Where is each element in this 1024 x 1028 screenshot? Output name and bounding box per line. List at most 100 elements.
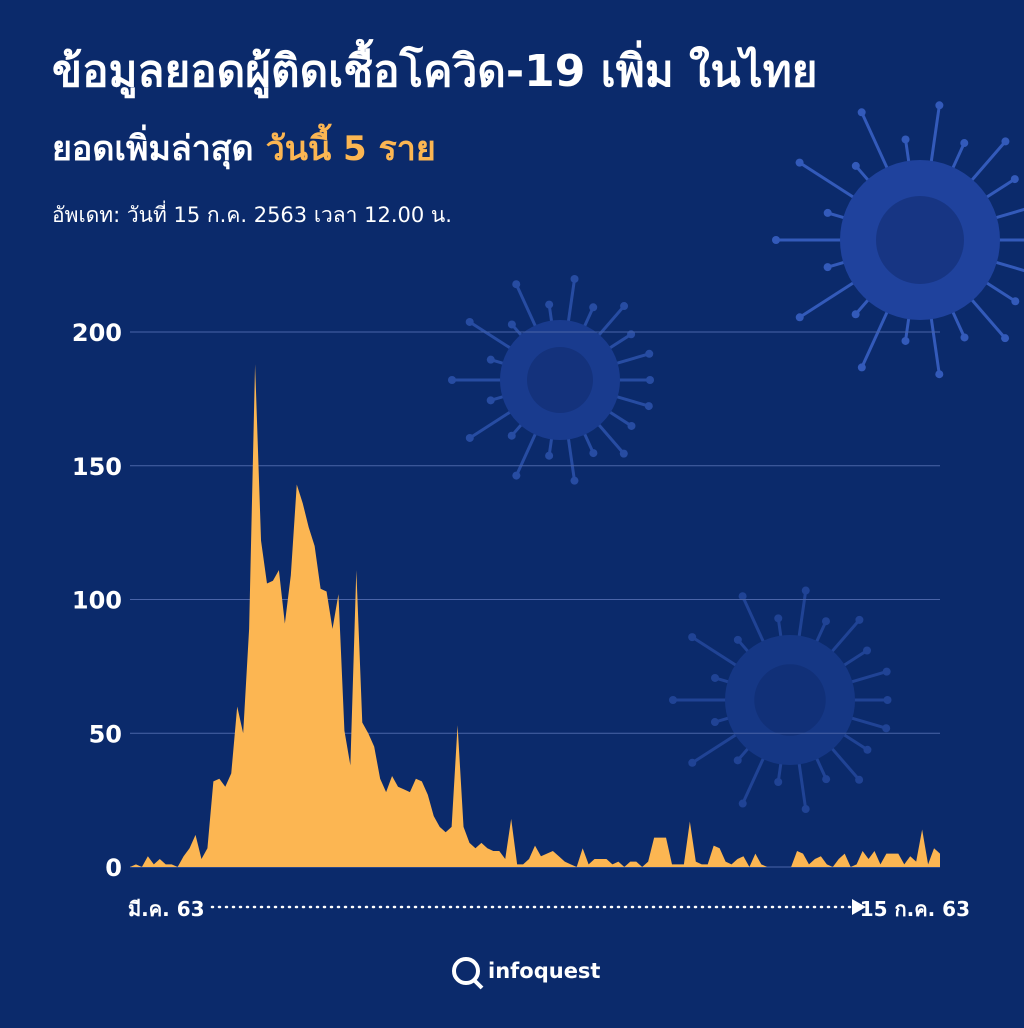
- virus-spike-tip: [570, 274, 579, 283]
- virus-spike-tip: [801, 586, 810, 595]
- virus-spike-tip: [589, 303, 598, 312]
- logo-icon-handle: [472, 978, 484, 990]
- virus-spike-tip: [772, 236, 781, 244]
- virus-spike: [795, 590, 808, 649]
- virus-spike: [810, 746, 828, 780]
- virus-spike-tip: [645, 349, 654, 358]
- virus-spike-tip: [935, 370, 944, 379]
- virus: [669, 586, 892, 814]
- virus-spike-tip: [935, 101, 944, 110]
- virus-spike: [832, 649, 868, 674]
- virus-spike-tip: [710, 718, 719, 727]
- virus-spike-tip: [855, 615, 864, 624]
- virus-spike-tip: [733, 635, 742, 644]
- virus-spike-tip: [855, 775, 864, 784]
- virus-spike-tip: [821, 617, 830, 626]
- virus-spike-tip: [823, 263, 832, 272]
- virus-core: [754, 664, 826, 736]
- virus-spike-tip: [507, 320, 516, 329]
- virus-spike-tip: [512, 471, 521, 480]
- virus-spike: [714, 676, 741, 687]
- virus-spike: [741, 595, 770, 654]
- virus-spike: [741, 746, 770, 805]
- y-tick-label: 100: [72, 587, 122, 615]
- virus-spike-tip: [823, 208, 832, 217]
- virus-spike-tip: [507, 431, 516, 440]
- virus-spike-tip: [512, 280, 521, 289]
- virus-spike-tip: [901, 135, 910, 144]
- virus-spike-tip: [688, 758, 697, 767]
- virus-spike-tip: [465, 433, 474, 442]
- virus-spike-tip: [1001, 137, 1010, 146]
- y-tick-label: 200: [72, 319, 122, 347]
- virus-spike-tip: [688, 633, 697, 642]
- virus-spike-tip: [960, 333, 969, 342]
- virus-spike-tip: [882, 667, 891, 676]
- virus-spike-tip: [857, 108, 866, 117]
- virus-spike-tip: [851, 161, 860, 170]
- virus-spike-tip: [589, 449, 598, 458]
- virus-spike-tip: [711, 673, 720, 682]
- virus-spike-tip: [774, 778, 783, 787]
- virus-spike: [736, 738, 758, 762]
- virus-spike: [810, 620, 828, 654]
- virus-spike: [714, 713, 741, 724]
- virus-spike: [776, 751, 785, 783]
- virus-spike-tip: [851, 310, 860, 319]
- virus-spike: [736, 638, 758, 662]
- y-tick-label: 150: [72, 453, 122, 481]
- logo: infoquest: [452, 957, 600, 990]
- virus-spike-tip: [619, 449, 628, 458]
- virus-spike-tip: [822, 775, 831, 784]
- virus-spike-tip: [795, 158, 804, 167]
- virus-spike-tip: [1011, 297, 1020, 306]
- virus-spike-tip: [646, 376, 654, 384]
- virus-spike: [822, 738, 861, 781]
- virus: [772, 101, 1024, 379]
- virus-spike-tip: [857, 363, 866, 372]
- subtitle-text: ยอดเพิ่มล่าสุด: [52, 124, 254, 170]
- virus-body: [725, 635, 855, 765]
- virus-spike-tip: [627, 421, 636, 430]
- virus-spike-tip: [801, 805, 810, 814]
- x-tick-label: 15 ก.ค. 63: [860, 897, 970, 921]
- subtitle: ยอดเพิ่มล่าสุด วันนี้ 5 ราย: [52, 123, 436, 170]
- virus-spike-tip: [448, 376, 457, 384]
- virus-spike-tip: [863, 745, 872, 754]
- virus-spike: [839, 713, 887, 730]
- virus-spike-tip: [901, 336, 910, 345]
- virus-spike-tip: [1010, 175, 1019, 184]
- virus-core: [527, 347, 593, 413]
- virus-spike: [691, 726, 748, 765]
- virus-spike-tip: [960, 139, 969, 148]
- virus-spike-tip: [620, 302, 629, 311]
- virus-spike-tip: [863, 646, 872, 655]
- subtitle-highlight: วันนี้ 5 ราย: [266, 123, 436, 169]
- virus-spike: [776, 618, 785, 649]
- virus-spike-tip: [738, 592, 747, 601]
- virus-spike-tip: [570, 476, 579, 485]
- virus-spike-tip: [669, 696, 678, 704]
- virus-spike-tip: [882, 724, 891, 733]
- virus-spike-tip: [465, 317, 474, 326]
- virus-spike: [822, 618, 861, 662]
- logo-icon: [452, 957, 480, 985]
- virus-spike: [795, 751, 808, 810]
- virus-spike: [832, 726, 869, 752]
- virus-spike-tip: [883, 696, 892, 704]
- virus-spike-tip: [644, 402, 653, 411]
- decoration: [448, 101, 1024, 814]
- virus-spike-tip: [1001, 334, 1010, 343]
- y-tick-label: 50: [89, 720, 122, 748]
- virus-spike-tip: [486, 396, 495, 405]
- virus-spike: [691, 635, 748, 674]
- x-tick-label: มี.ค. 63: [128, 897, 205, 921]
- logo-text: infoquest: [488, 959, 600, 983]
- title: ข้อมูลยอดผู้ติดเชื้อโควิด-19 เพิ่ม ในไทย: [52, 38, 818, 98]
- x-arrow-head: [852, 899, 866, 915]
- virus-core: [876, 196, 964, 284]
- virus-spike-tip: [486, 355, 495, 364]
- update-time: อัพเดท: วันที่ 15 ก.ค. 2563 เวลา 12.00 น…: [52, 200, 452, 227]
